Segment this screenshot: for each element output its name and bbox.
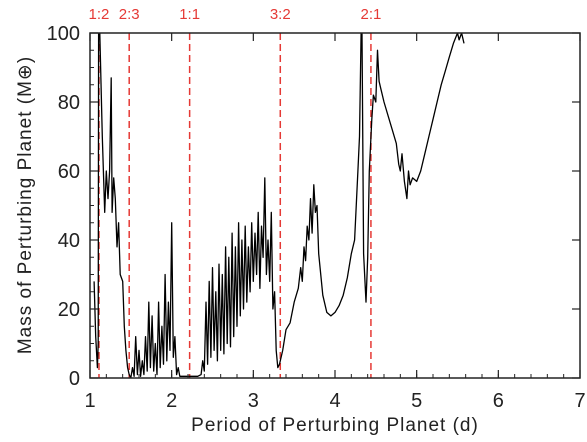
- data-series: [93, 33, 465, 378]
- resonance-label: 1:1: [179, 6, 200, 23]
- x-tick-label: 3: [248, 390, 259, 412]
- x-axis-label: Period of Perturbing Planet (d): [191, 415, 479, 436]
- resonance-label: 2:1: [361, 6, 382, 23]
- y-axis: 0 20 40 60 80 100: [47, 23, 580, 390]
- x-tick-label: 4: [329, 390, 340, 412]
- resonance-label: 1:2: [89, 6, 110, 23]
- resonance-lines: [98, 33, 372, 378]
- x-tick-label: 1: [84, 390, 95, 412]
- y-tick-label: 60: [58, 161, 80, 183]
- y-tick-label: 0: [69, 368, 80, 390]
- resonance-labels: 1:2 2:3 1:1 3:2 2:1: [89, 6, 382, 23]
- x-axis: 1 2 3 4 5 6 7: [84, 33, 586, 412]
- y-axis-label: Mass of Perturbing Planet (M⊕): [15, 56, 36, 354]
- x-tick-label: 6: [493, 390, 504, 412]
- x-tick-label: 2: [166, 390, 177, 412]
- y-tick-label: 80: [58, 92, 80, 114]
- x-tick-label: 5: [411, 390, 422, 412]
- plot-frame: [89, 32, 581, 379]
- resonance-label: 2:3: [119, 6, 140, 23]
- series-line: [93, 33, 465, 378]
- x-tick-label: 7: [574, 390, 585, 412]
- y-tick-label: 20: [58, 299, 80, 321]
- y-tick-label: 40: [58, 230, 80, 252]
- resonance-label: 3:2: [270, 6, 291, 23]
- y-tick-label: 100: [47, 23, 80, 45]
